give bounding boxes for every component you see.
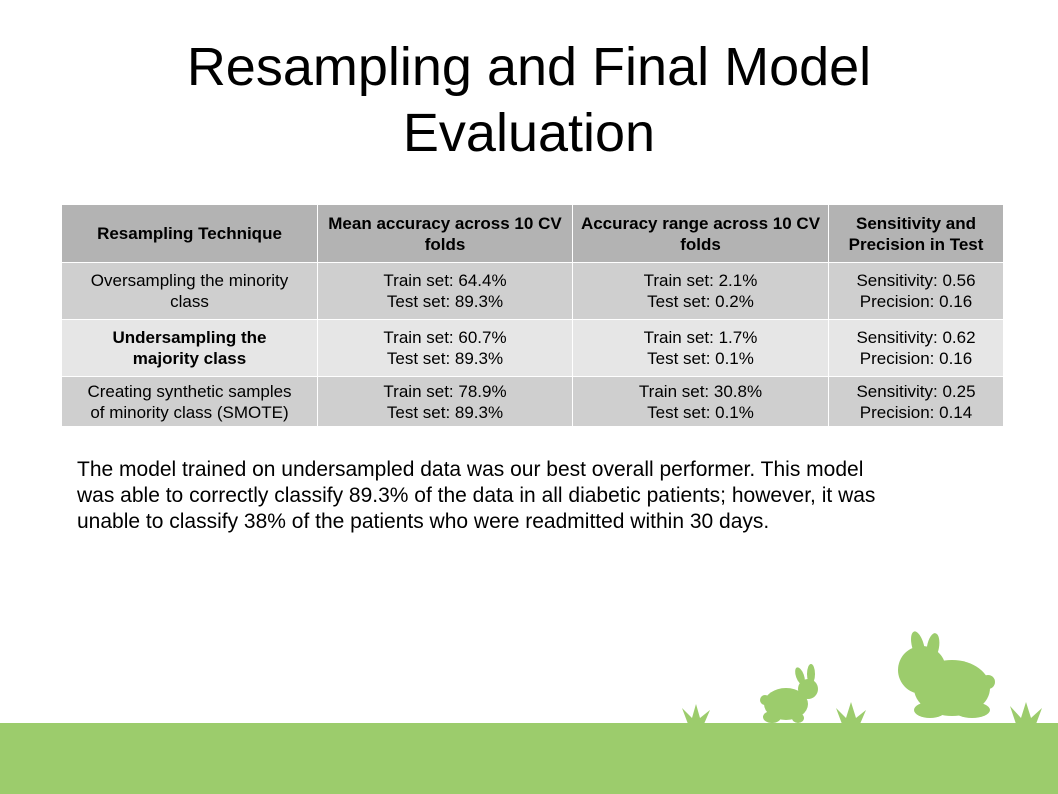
- cell-text: Train set: 78.9%: [383, 381, 507, 401]
- header-accuracy-range: Accuracy range across 10 CV folds: [572, 204, 829, 263]
- technique-cell: Undersampling the majority class: [61, 319, 318, 377]
- table-row: Oversampling the minority class Train se…: [61, 262, 1004, 320]
- cell-text: majority class: [132, 349, 247, 368]
- sensitivity-precision-cell: Sensitivity: 0.62 Precision: 0.16: [828, 319, 1004, 377]
- cell-text: Creating synthetic samples: [87, 381, 292, 401]
- table-header-row: Resampling Technique Mean accuracy acros…: [61, 204, 1004, 263]
- header-text: Resampling Technique: [97, 224, 282, 243]
- cell-text: Train set: 1.7%: [643, 328, 758, 347]
- cell-text: Train set: 2.1%: [643, 271, 758, 290]
- cell-text: class: [170, 292, 209, 311]
- cell-text: Test set: 0.2%: [647, 292, 754, 311]
- accuracy-range-cell: Train set: 2.1% Test set: 0.2%: [572, 262, 829, 320]
- summary-line: unable to classify 38% of the patients w…: [77, 510, 770, 533]
- cell-text: Test set: 89.3%: [386, 402, 504, 422]
- cell-text: Train set: 64.4%: [383, 271, 507, 290]
- accuracy-range-cell: Train set: 1.7% Test set: 0.1%: [572, 319, 829, 377]
- cell-text: Train set: 60.7%: [383, 328, 507, 347]
- rabbit-small-icon: [760, 664, 818, 723]
- cell-text: Train set: 30.8%: [638, 381, 763, 401]
- cell-text: Test set: 0.1%: [647, 402, 754, 422]
- cell-text: Test set: 89.3%: [386, 292, 504, 311]
- table-row: Undersampling the majority class Train s…: [61, 319, 1004, 377]
- summary-paragraph: The model trained on undersampled data w…: [77, 457, 1007, 535]
- mean-accuracy-cell: Train set: 78.9% Test set: 89.3%: [317, 376, 573, 427]
- header-mean-accuracy: Mean accuracy across 10 CV folds: [317, 204, 573, 263]
- mean-accuracy-cell: Train set: 64.4% Test set: 89.3%: [317, 262, 573, 320]
- table-row: Creating synthetic samples of minority c…: [61, 376, 1004, 427]
- meadow-decoration: [682, 631, 1042, 724]
- slide-title: Resampling and Final Model Evaluation: [0, 34, 1058, 166]
- cell-text: Sensitivity: 0.62: [856, 328, 976, 347]
- header-text: CV folds: [424, 213, 562, 254]
- header-text: Sensitivity and: [856, 213, 976, 233]
- technique-cell: Creating synthetic samples of minority c…: [61, 376, 318, 427]
- slide-title-line-1: Resampling and Final Model: [186, 37, 872, 97]
- cell-text: Test set: 89.3%: [386, 349, 504, 368]
- rabbit-large-icon: [898, 631, 995, 718]
- sensitivity-precision-cell: Sensitivity: 0.56 Precision: 0.16: [828, 262, 1004, 320]
- header-text: CV folds: [680, 213, 821, 254]
- cell-text: Sensitivity: 0.25: [856, 381, 976, 401]
- cell-text: of minority class (SMOTE): [90, 402, 289, 422]
- summary-line: was able to correctly classify 89.3% of …: [77, 484, 876, 507]
- grass-tuft-icon: [836, 702, 866, 724]
- cell-text: Sensitivity: 0.56: [856, 271, 976, 290]
- header-resampling-technique: Resampling Technique: [61, 204, 318, 263]
- cell-text: Oversampling the minority: [90, 271, 289, 290]
- cell-text: Precision: 0.16: [859, 349, 973, 368]
- grass-tuft-icon: [682, 704, 710, 724]
- header-text: Precision in Test: [848, 234, 984, 254]
- technique-cell: Oversampling the minority class: [61, 262, 318, 320]
- resampling-results-table: Resampling Technique Mean accuracy acros…: [61, 204, 1004, 427]
- accuracy-range-cell: Train set: 30.8% Test set: 0.1%: [572, 376, 829, 427]
- cell-text: Test set: 0.1%: [647, 349, 754, 368]
- grass-ground: [0, 723, 1058, 794]
- cell-text: Precision: 0.16: [859, 292, 973, 311]
- cell-text: Undersampling the: [112, 328, 267, 347]
- mean-accuracy-cell: Train set: 60.7% Test set: 89.3%: [317, 319, 573, 377]
- slide-title-line-2: Evaluation: [402, 103, 656, 163]
- cell-text: Precision: 0.14: [859, 402, 973, 422]
- header-text: Accuracy range across 10: [580, 213, 792, 233]
- header-text: Mean accuracy across 10: [328, 213, 534, 233]
- header-sensitivity-precision: Sensitivity and Precision in Test: [828, 204, 1004, 263]
- summary-line: The model trained on undersampled data w…: [77, 458, 864, 481]
- sensitivity-precision-cell: Sensitivity: 0.25 Precision: 0.14: [828, 376, 1004, 427]
- grass-tuft-icon: [1010, 702, 1042, 724]
